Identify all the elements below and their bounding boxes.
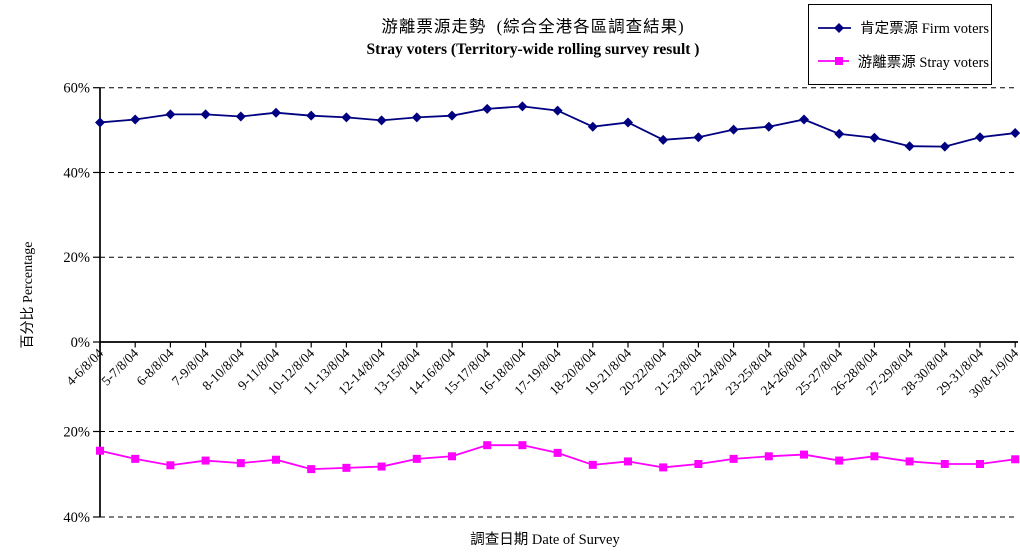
firm-voters-marker	[376, 115, 387, 126]
firm-voters-marker	[869, 132, 880, 143]
legend: 肯定票源 Firm voters 游離票源 Stray voters	[808, 4, 992, 85]
firm-voters-marker	[763, 121, 774, 132]
y-tick-label: 60%	[63, 81, 90, 97]
stray-voters-marker	[236, 459, 245, 468]
firm-voters-marker	[623, 117, 633, 128]
firm-voters-marker	[130, 114, 141, 125]
stray-voters-marker	[940, 459, 949, 468]
stray-voters-marker	[131, 454, 140, 463]
firm-voters-marker	[95, 117, 105, 128]
y-tick-label: 20%	[63, 425, 90, 441]
stray-voters-marker	[201, 456, 210, 465]
legend-label-stray-voters: 游離票源 Stray voters	[857, 54, 989, 71]
stray-voters-marker	[483, 441, 492, 450]
y-tick-label: 40%	[63, 165, 90, 181]
stray-voters-marker	[96, 446, 104, 455]
x-axis-title: 調查日期 Date of Survey	[470, 532, 620, 548]
firm-voters-marker	[552, 105, 563, 116]
stray-voters-marker	[659, 463, 668, 472]
stray-voters-marker	[870, 452, 879, 461]
stray-voters-line-square-icon	[818, 57, 849, 66]
stray-voters-marker	[342, 463, 351, 472]
firm-voters-marker	[799, 114, 809, 125]
stray-voters-marker	[377, 462, 386, 471]
y-tick-label: 20%	[63, 250, 90, 266]
x-tick-label: 5-7/8/04	[98, 345, 141, 388]
stray-voters-marker	[272, 455, 280, 464]
firm-voters-marker	[587, 121, 598, 132]
stray-voters-marker	[166, 461, 175, 470]
stray-voters-marker	[764, 452, 773, 461]
firm-voters-marker	[728, 124, 739, 135]
firm-voters-marker	[235, 111, 246, 122]
stray-voters-marker	[1011, 455, 1020, 464]
stray-voters-marker	[800, 450, 808, 459]
stray-voters-marker	[307, 465, 316, 474]
firm-voters-marker	[341, 112, 352, 123]
y-tick-label: 0%	[71, 335, 90, 351]
firm-voters-marker	[904, 141, 915, 152]
x-tick-label: 6-8/8/04	[134, 345, 177, 388]
firm-voters-marker	[834, 128, 845, 139]
firm-voters-marker	[447, 110, 457, 121]
chart-subtitle: Stray voters (Territory-wide rolling sur…	[366, 41, 700, 58]
stray-voters-marker	[905, 457, 914, 466]
firm-voters-marker	[482, 103, 493, 114]
firm-voters-marker	[693, 132, 704, 143]
firm-voters-marker	[975, 132, 985, 143]
firm-voters-marker	[1010, 128, 1020, 139]
firm-voters-marker	[306, 110, 317, 121]
stray-voters-marker	[976, 459, 984, 468]
firm-voters-marker	[271, 107, 281, 118]
firm-voters-marker	[939, 141, 950, 152]
y-tick-label: 40%	[63, 510, 90, 526]
firm-voters-marker	[200, 109, 211, 120]
stray-voters-marker	[518, 441, 527, 450]
stray-voters-marker	[729, 454, 738, 463]
stray-voters-marker	[694, 459, 703, 468]
stray-voters-marker	[553, 448, 562, 457]
stray-voters-marker	[835, 456, 844, 465]
firm-voters-marker	[658, 134, 669, 145]
stray-voters-marker	[448, 452, 456, 461]
legend-item-stray-voters: 游離票源 Stray voters	[817, 51, 989, 72]
y-axis-title: 百分比 Percentage	[21, 241, 36, 349]
stray-voters-marker	[588, 460, 597, 469]
firm-voters-marker	[517, 101, 528, 112]
firm-voters-line-diamond-icon	[818, 22, 852, 33]
stray-voters-marker	[624, 457, 632, 466]
legend-label-firm-voters: 肯定票源 Firm voters	[860, 21, 989, 38]
stray-voters-marker	[412, 454, 421, 463]
legend-item-firm-voters: 肯定票源 Firm voters	[817, 17, 989, 38]
firm-voters-marker	[411, 112, 422, 123]
chart-title: 游離票源走勢 (綜合全港各區調查結果)	[381, 17, 685, 36]
firm-voters-marker	[165, 109, 176, 120]
